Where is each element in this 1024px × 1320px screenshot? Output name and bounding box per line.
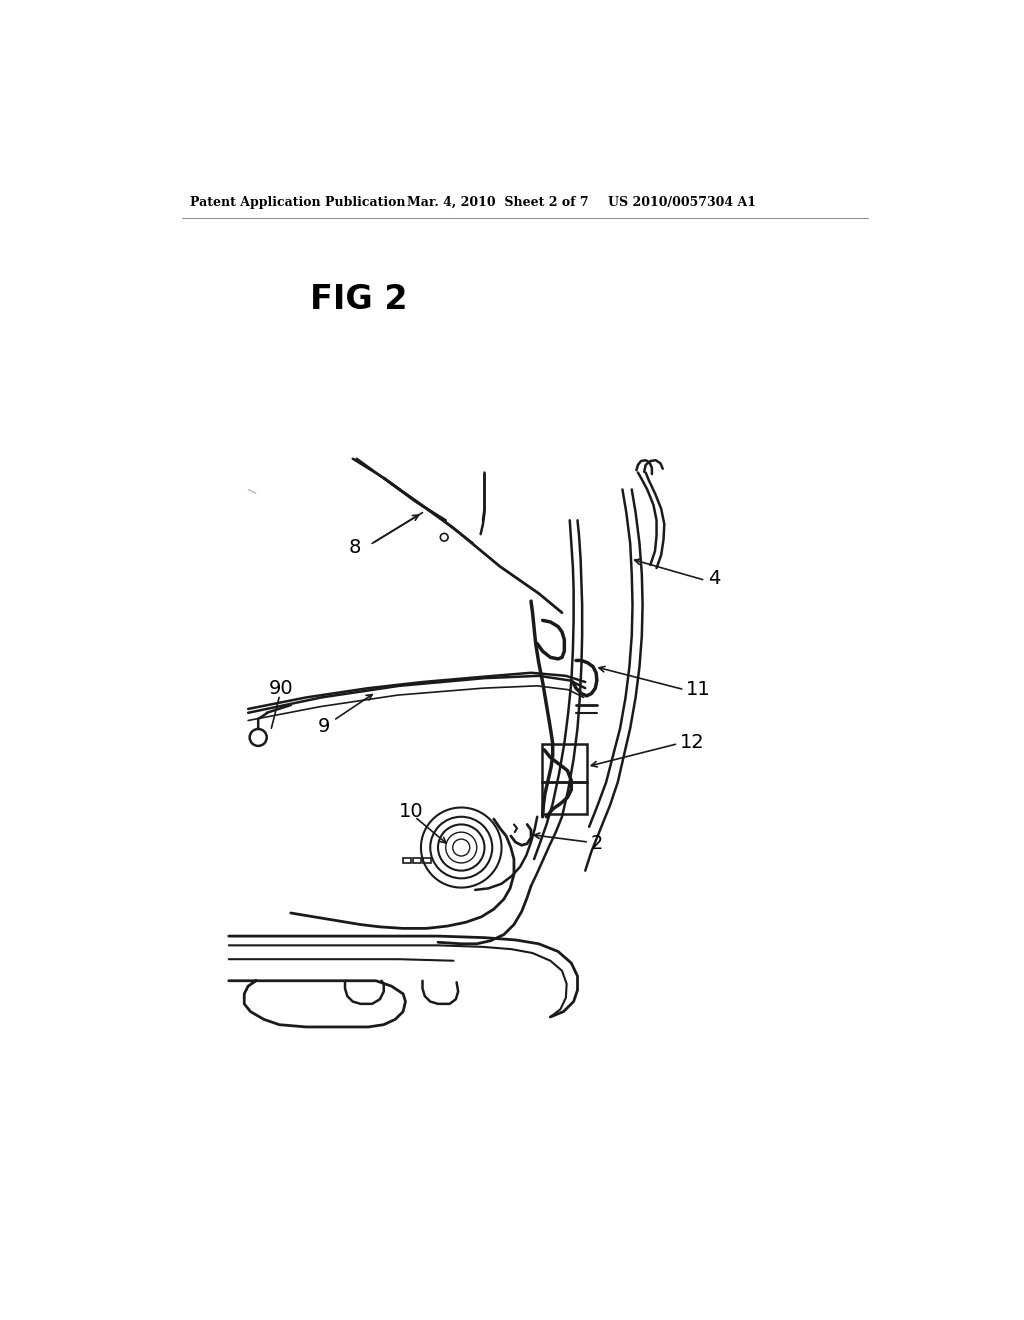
Bar (414, 858, 421, 863)
Text: 10: 10 (399, 801, 424, 821)
Text: 90: 90 (269, 678, 294, 698)
Text: 11: 11 (686, 680, 711, 700)
Text: 8: 8 (349, 537, 361, 557)
Bar (403, 858, 411, 863)
Text: Mar. 4, 2010  Sheet 2 of 7: Mar. 4, 2010 Sheet 2 of 7 (407, 197, 589, 209)
Bar (423, 858, 431, 863)
Text: US 2010/0057304 A1: US 2010/0057304 A1 (608, 197, 757, 209)
Bar (542, 781, 587, 814)
Text: FIG 2: FIG 2 (310, 282, 408, 315)
Bar (542, 743, 587, 781)
Text: Patent Application Publication: Patent Application Publication (190, 197, 406, 209)
Text: 9: 9 (317, 717, 331, 737)
Text: 2: 2 (591, 834, 603, 853)
Text: 12: 12 (680, 733, 705, 751)
Text: 4: 4 (708, 569, 720, 587)
